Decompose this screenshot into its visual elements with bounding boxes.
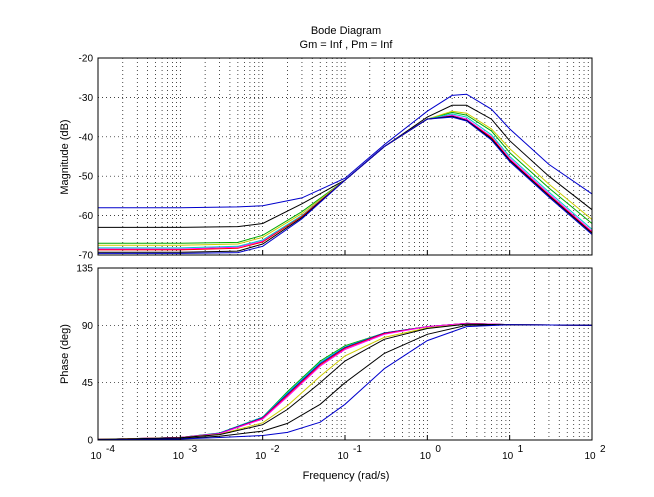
magnitude-panel: -70 -60 -50 -40 -30 -20: [79, 54, 593, 262]
x-tick-exponent: 0: [435, 444, 441, 455]
magnitude-series-line-0: [98, 93, 593, 209]
chart-title: Bode Diagram: [311, 25, 381, 37]
x-tick-exponent: -3: [188, 444, 197, 455]
magnitude-y-tick-label: -40: [79, 132, 94, 143]
x-tick-label: 10: [420, 451, 432, 462]
x-tick-exponent: -2: [271, 444, 280, 455]
magnitude-series-line-1: [98, 104, 593, 228]
magnitude-y-axis-label: Magnitude (dB): [59, 119, 71, 194]
magnitude-y-tick-label: -50: [79, 172, 94, 183]
phase-y-tick-label: 45: [82, 378, 94, 389]
x-tick-exponent: -1: [353, 444, 362, 455]
phase-series-line-4: [97, 322, 593, 440]
x-tick-exponent: 2: [600, 444, 606, 455]
phase-series-line-7: [97, 324, 593, 441]
x-tick-label: 10: [502, 451, 514, 462]
magnitude-y-tick-label: -20: [79, 54, 94, 65]
phase-y-tick-label: 135: [76, 264, 93, 275]
magnitude-series-line-8: [98, 116, 593, 254]
phase-y-axis-label: Phase (deg): [59, 324, 71, 384]
phase-y-tick-label: 90: [82, 321, 94, 332]
magnitude-y-tick-label: -70: [79, 251, 94, 262]
magnitude-y-tick-label: -30: [79, 93, 94, 104]
x-axis-label: Frequency (rad/s): [303, 470, 390, 482]
phase-y-tick-label: 0: [87, 436, 93, 447]
phase-series-line-6: [97, 323, 593, 440]
x-tick-exponent: 1: [518, 444, 524, 455]
x-tick-label: 10: [337, 451, 349, 462]
x-tick-label: 10: [173, 451, 185, 462]
chart-subtitle: Gm = Inf , Pm = Inf: [300, 39, 394, 51]
phase-series-line-8: [97, 324, 593, 441]
x-tick-label: 10: [584, 451, 596, 462]
x-tick-exponent: -4: [106, 444, 115, 455]
x-tick-label: 10: [90, 451, 102, 462]
magnitude-y-tick-label: -60: [79, 211, 94, 222]
x-tick-label: 10: [255, 451, 267, 462]
